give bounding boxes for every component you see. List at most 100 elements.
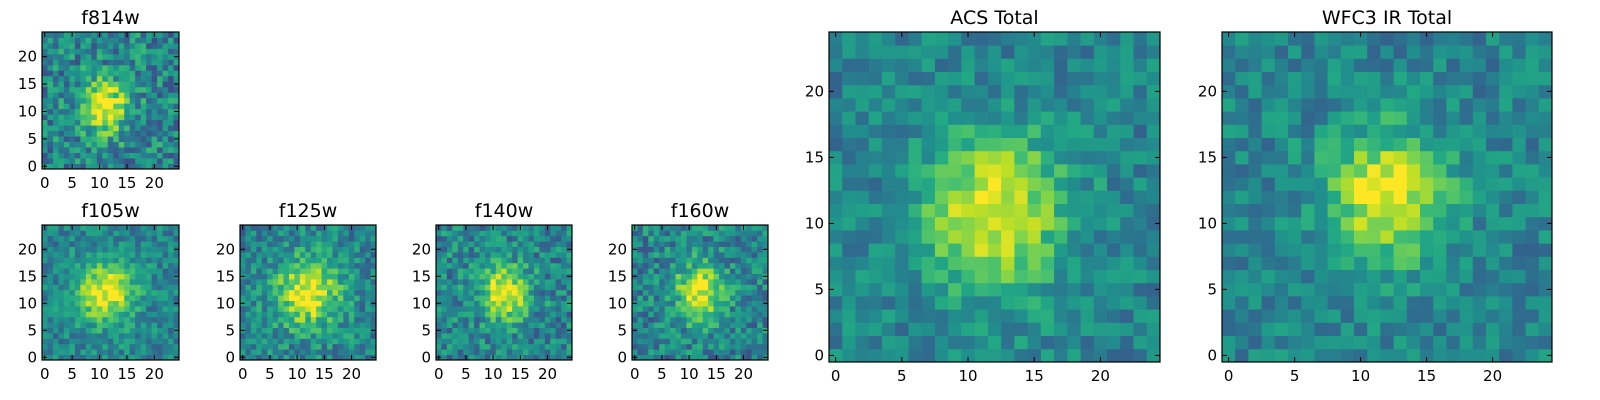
heatmap-cell (724, 354, 731, 361)
heatmap-cell (539, 300, 546, 307)
heatmap-cell (648, 322, 655, 328)
heatmap-cell (96, 119, 103, 126)
heatmap-cell (1406, 71, 1421, 86)
heatmap-cell (1301, 71, 1315, 86)
heatmap-cell (512, 311, 518, 318)
heatmap-cell (702, 262, 709, 269)
heatmap-cell (47, 32, 54, 38)
heatmap-cell (1067, 84, 1081, 99)
heatmap-cell (474, 252, 480, 258)
heatmap-cell (146, 327, 152, 334)
heatmap-cell (719, 327, 725, 334)
heatmap-cell (637, 354, 644, 361)
heatmap-cell (69, 97, 76, 104)
heatmap-cell (157, 354, 163, 361)
heatmap-cell (708, 246, 714, 253)
heatmap-cell (457, 273, 464, 280)
heatmap-cell (921, 216, 936, 231)
heatmap-cell (135, 311, 142, 318)
heatmap-cell (359, 333, 366, 339)
heatmap-cell (506, 289, 513, 296)
heatmap-cell (240, 333, 246, 339)
heatmap-cell (881, 45, 896, 59)
heatmap-cell (961, 203, 976, 218)
heatmap-cell (1222, 150, 1236, 165)
heatmap-cell (1301, 45, 1315, 59)
heatmap-cell (140, 343, 147, 350)
heatmap-cell (337, 252, 344, 258)
heatmap-cell (1340, 150, 1355, 165)
heatmap-cell (517, 289, 524, 296)
heatmap-cell (118, 48, 125, 55)
heatmap-cell (107, 125, 114, 132)
heatmap-cell (327, 300, 333, 307)
heatmap-cell (1486, 58, 1500, 72)
heatmap-cell (653, 327, 660, 334)
heatmap-cell (113, 279, 120, 285)
heatmap-cell (829, 164, 843, 178)
heatmap-cell (1054, 71, 1068, 86)
heatmap-cell (653, 322, 660, 328)
heatmap-cell (1067, 322, 1081, 336)
heatmap-cell (842, 296, 856, 310)
heatmap-cell (642, 338, 649, 345)
heatmap-cell (653, 316, 660, 323)
heatmap-cell (327, 230, 333, 237)
heatmap-cell (63, 241, 70, 247)
heatmap-cell (1054, 269, 1068, 284)
heatmap-cell (1538, 256, 1553, 270)
heatmap-cell (96, 316, 103, 323)
heatmap-cell (272, 338, 279, 345)
heatmap-cell (757, 306, 763, 312)
heatmap-cell (1538, 177, 1553, 191)
heatmap-cell (245, 230, 252, 237)
heatmap-cell (1040, 58, 1055, 72)
heatmap-cell (751, 349, 758, 355)
heatmap-cell (855, 243, 870, 257)
heatmap-cell (746, 246, 753, 253)
heatmap-cell (85, 158, 92, 164)
heatmap-cell (829, 150, 843, 165)
heatmap-cell (1327, 348, 1342, 363)
heatmap-cell (288, 338, 295, 345)
heatmap-cell (305, 241, 312, 247)
heatmap-cell (42, 97, 48, 104)
heatmap-cell (162, 141, 169, 148)
heatmap-cell (113, 354, 120, 361)
heatmap-cell (948, 190, 962, 204)
heatmap-cell (868, 296, 883, 310)
heatmap-cell (1222, 190, 1236, 204)
heatmap-cell (1446, 203, 1460, 218)
heatmap-cell (506, 306, 513, 312)
heatmap-cell (74, 322, 81, 328)
heatmap-cell (908, 32, 923, 46)
heatmap-cell (96, 257, 103, 264)
heatmap-cell (686, 306, 693, 312)
heatmap-cell (1027, 216, 1042, 231)
heatmap-cell (151, 284, 158, 291)
heatmap-cell (129, 311, 136, 318)
heatmap-cell (1274, 216, 1289, 231)
heatmap-cell (1093, 322, 1108, 336)
heatmap-cell (463, 235, 470, 242)
heatmap-cell (842, 124, 856, 138)
heatmap-cell (675, 333, 682, 339)
heatmap-cell (102, 48, 109, 55)
heatmap-cell (359, 284, 366, 291)
heatmap-cell (354, 311, 361, 318)
heatmap-cell (129, 252, 136, 258)
heatmap-cell (544, 230, 551, 237)
heatmap-cell (1067, 282, 1081, 297)
heatmap-cell (1301, 256, 1315, 270)
heatmap-cell (735, 279, 742, 285)
heatmap-cell (168, 230, 174, 237)
heatmap-cell (1538, 45, 1553, 59)
heatmap-cell (348, 316, 355, 323)
heatmap-cell (240, 289, 246, 296)
heatmap-cell (1446, 348, 1460, 363)
heatmap-cell (961, 150, 976, 165)
heatmap-cell (713, 349, 720, 355)
heatmap-cell (1340, 296, 1355, 310)
heatmap-cell (42, 241, 48, 247)
heatmap-cell (96, 125, 103, 132)
